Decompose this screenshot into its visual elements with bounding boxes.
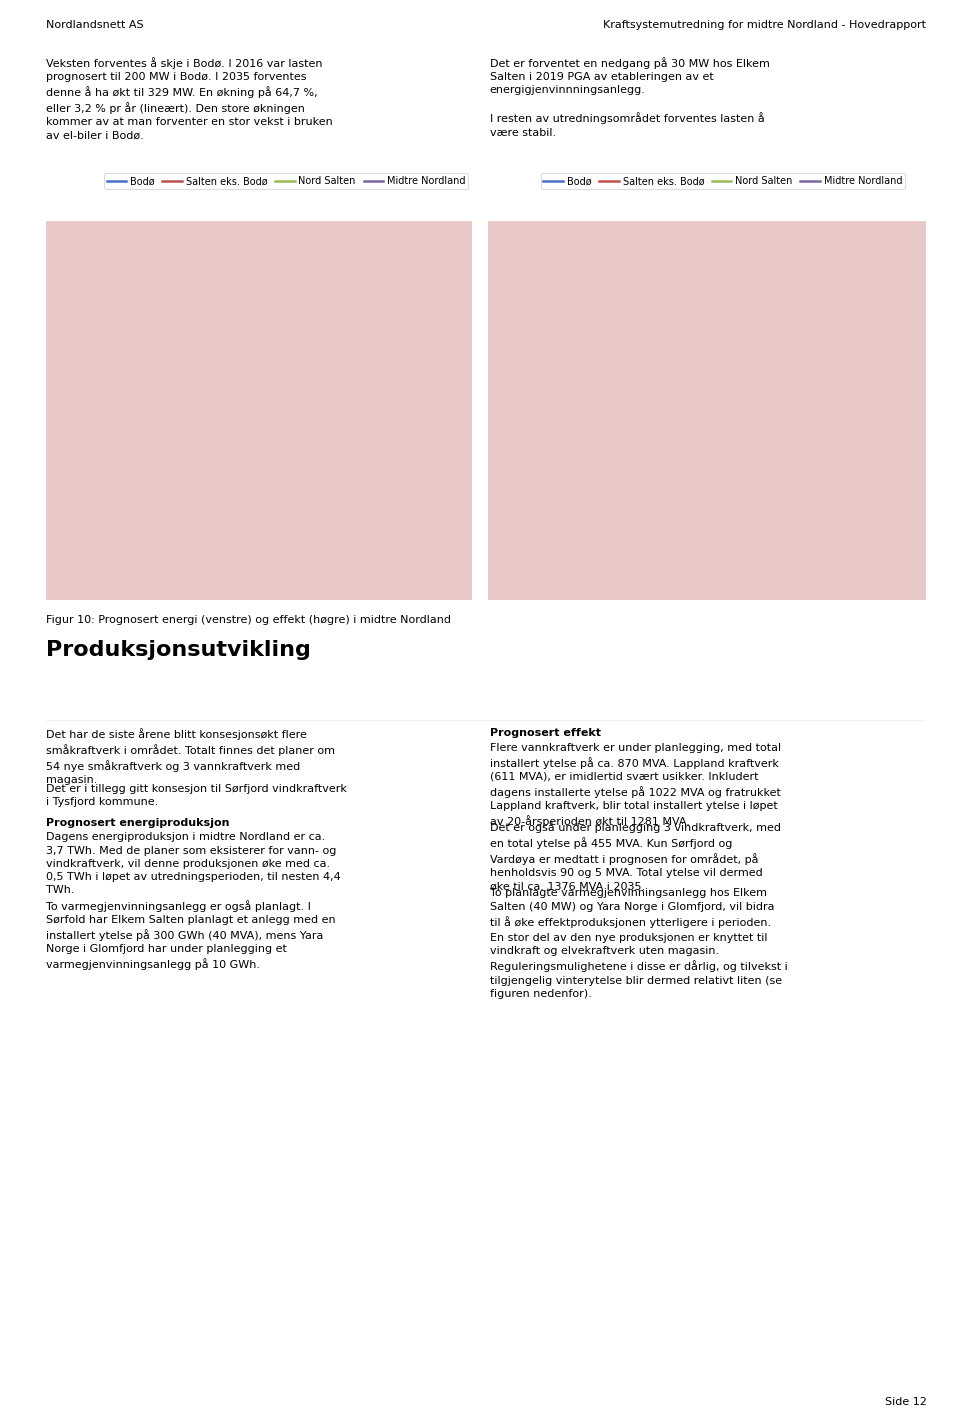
Text: Produksjonsutvikling: Produksjonsutvikling (46, 640, 311, 660)
X-axis label: Årstall: Årstall (711, 551, 741, 560)
Text: Prognosert effekt: Prognosert effekt (490, 728, 601, 738)
Y-axis label: Effekt [MW]: Effekt [MW] (492, 358, 501, 413)
Text: En stor del av den nye produksjonen er knyttet til
vindkraft og elvekraftverk ut: En stor del av den nye produksjonen er k… (490, 934, 787, 998)
Text: Figur 10: Prognosert energi (venstre) og effekt (høgre) i midtre Nordland: Figur 10: Prognosert energi (venstre) og… (46, 614, 451, 625)
Text: Det er i tillegg gitt konsesjon til Sørfjord vindkraftverk
i Tysfjord kommune.: Det er i tillegg gitt konsesjon til Sørf… (46, 784, 347, 807)
Text: Det er også under planlegging 3 vindkraftverk, med
en total ytelse på 455 MVA. K: Det er også under planlegging 3 vindkraf… (490, 821, 780, 891)
Text: Flere vannkraftverk er under planlegging, med total
installert ytelse på ca. 870: Flere vannkraftverk er under planlegging… (490, 743, 780, 827)
Text: Side 12: Side 12 (884, 1397, 926, 1408)
Y-axis label: Energi [GWh]: Energi [GWh] (48, 356, 57, 416)
Text: Veksten forventes å skje i Bodø. I 2016 var lasten
prognosert til 200 MW i Bodø.: Veksten forventes å skje i Bodø. I 2016 … (46, 57, 333, 140)
Text: Kraftsystemutredning for midtre Nordland - Hovedrapport: Kraftsystemutredning for midtre Nordland… (604, 20, 926, 30)
Legend: Bodø, Salten eks. Bodø, Nord Salten, Midtre Nordland: Bodø, Salten eks. Bodø, Nord Salten, Mid… (540, 173, 905, 188)
Text: Det er forventet en nedgang på 30 MW hos Elkem
Salten i 2019 PGA av etableringen: Det er forventet en nedgang på 30 MW hos… (490, 57, 770, 137)
Text: To varmegjenvinningsanlegg er også planlagt. I
Sørfold har Elkem Salten planlagt: To varmegjenvinningsanlegg er også planl… (46, 900, 336, 970)
Text: To planlagte varmegjenvinningsanlegg hos Elkem
Salten (40 MW) og Yara Norge i Gl: To planlagte varmegjenvinningsanlegg hos… (490, 888, 774, 928)
Legend: Bodø, Salten eks. Bodø, Nord Salten, Midtre Nordland: Bodø, Salten eks. Bodø, Nord Salten, Mid… (104, 173, 468, 188)
Text: Dagens energiproduksjon i midtre Nordland er ca.
3,7 TWh. Med de planer som eksi: Dagens energiproduksjon i midtre Nordlan… (46, 833, 341, 895)
Text: Det har de siste årene blitt konsesjonsøkt flere
småkraftverk i området. Totalt : Det har de siste årene blitt konsesjonsø… (46, 728, 335, 785)
X-axis label: Årstall: Årstall (266, 551, 296, 560)
Text: Prognosert energiproduksjon: Prognosert energiproduksjon (46, 818, 229, 828)
Text: Nordlandsnett AS: Nordlandsnett AS (46, 20, 144, 30)
